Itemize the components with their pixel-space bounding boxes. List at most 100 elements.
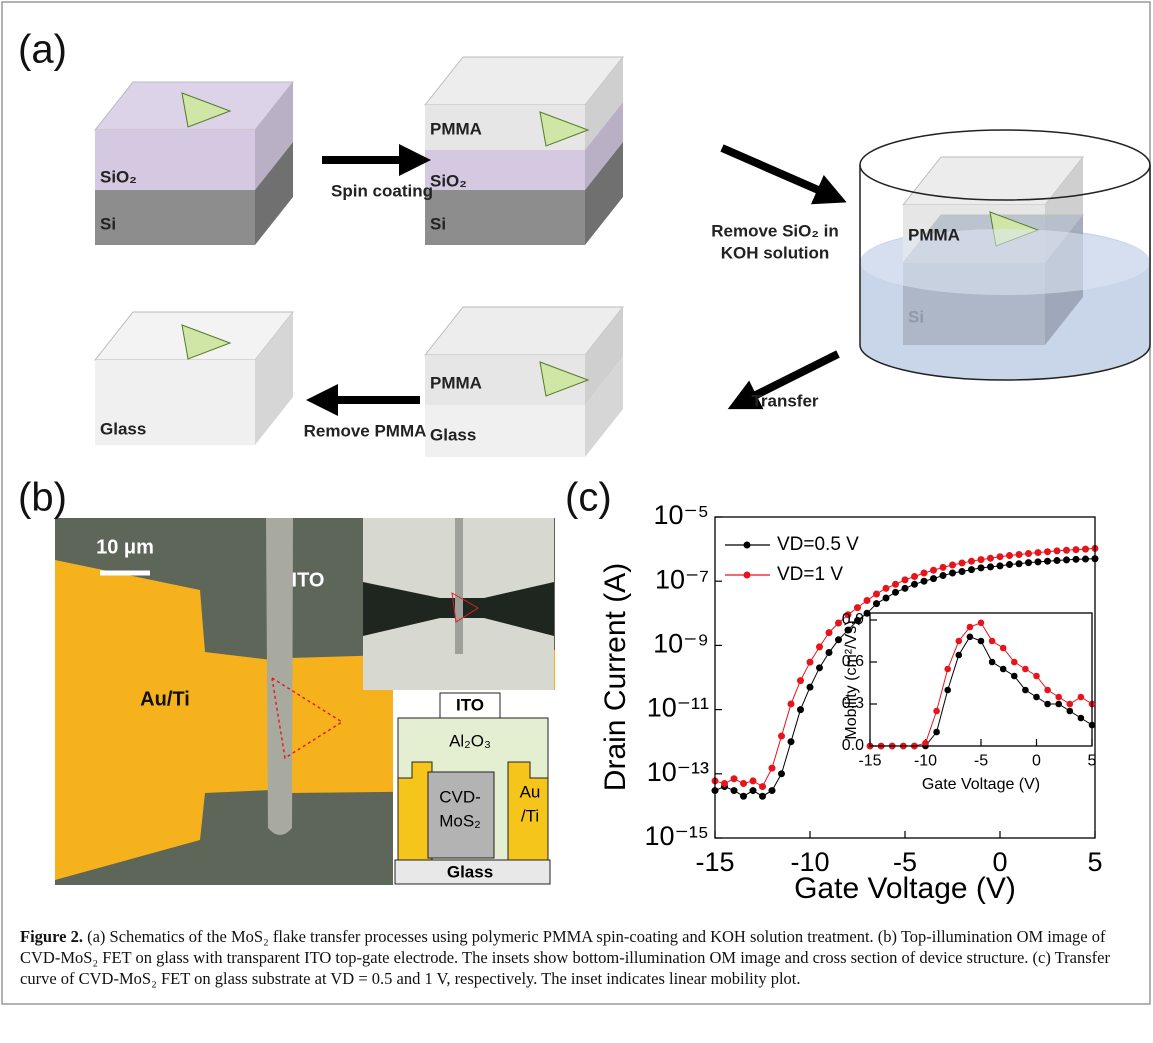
data-point xyxy=(769,765,776,772)
layer-label: Si xyxy=(908,307,924,326)
figure: -15-10-50510⁻¹⁵10⁻¹³10⁻¹¹10⁻⁹10⁻⁷10⁻⁵Gat… xyxy=(0,0,1153,1043)
step-label: Spin coating xyxy=(331,181,433,200)
x-tick-label: 5 xyxy=(1088,752,1097,769)
data-point xyxy=(883,594,890,601)
panel-label: (b) xyxy=(18,476,67,520)
data-point xyxy=(1078,694,1085,701)
data-point xyxy=(1082,546,1089,553)
data-point xyxy=(816,664,823,671)
data-point xyxy=(1006,561,1013,568)
data-point xyxy=(778,733,785,740)
data-point xyxy=(1067,708,1074,715)
panel-label: (a) xyxy=(18,28,67,72)
data-point xyxy=(1022,666,1029,673)
legend-label: VD=0.5 V xyxy=(777,534,859,555)
data-point xyxy=(978,556,985,563)
y-tick-label: 10⁻¹¹ xyxy=(647,693,709,723)
cs-label: CVD- xyxy=(439,787,481,806)
cs-label: /Ti xyxy=(521,806,539,825)
data-point xyxy=(750,777,757,784)
panel-label: (c) xyxy=(565,476,612,520)
data-point xyxy=(797,706,804,713)
data-point xyxy=(989,659,996,666)
data-point xyxy=(864,597,871,604)
data-point xyxy=(1073,556,1080,563)
block xyxy=(425,57,623,245)
data-point xyxy=(902,576,909,583)
data-point xyxy=(1044,548,1051,555)
data-point xyxy=(967,624,974,631)
data-point xyxy=(940,564,947,571)
data-point xyxy=(1000,666,1007,673)
data-point xyxy=(978,638,985,645)
data-point xyxy=(949,561,956,568)
cs-label: Al₂O₃ xyxy=(449,731,491,750)
data-point xyxy=(1022,687,1029,694)
data-point xyxy=(933,708,940,715)
layer-label: PMMA xyxy=(908,225,960,244)
data-point xyxy=(902,585,909,592)
data-point xyxy=(956,638,963,645)
y-axis-label: Mobility (cm²/Vs) xyxy=(843,620,860,739)
cs-label: Au xyxy=(520,782,541,801)
layer-label: Glass xyxy=(100,419,146,438)
data-point xyxy=(892,581,899,588)
data-point xyxy=(873,590,880,597)
data-point xyxy=(807,659,814,666)
data-point xyxy=(740,793,747,800)
data-point xyxy=(778,770,785,777)
data-point xyxy=(1011,673,1018,680)
layer-label: PMMA xyxy=(430,119,482,138)
cs-label: ITO xyxy=(456,695,484,714)
data-point xyxy=(967,634,974,641)
legend-label: VD=1 V xyxy=(777,564,843,585)
y-tick-label: 10⁻¹⁵ xyxy=(645,821,709,851)
data-point xyxy=(987,563,994,570)
data-point xyxy=(1078,715,1085,722)
data-point xyxy=(1035,549,1042,556)
data-point xyxy=(873,600,880,607)
layer-label: Si xyxy=(100,214,116,233)
caption-text: (a) Schematics of the MoS₂ flake transfe… xyxy=(20,927,1110,988)
arrow xyxy=(722,148,832,196)
data-point xyxy=(883,585,890,592)
data-point xyxy=(750,787,757,794)
data-point xyxy=(854,604,861,611)
data-point xyxy=(816,643,823,650)
plot-area xyxy=(870,613,1092,746)
data-point xyxy=(826,629,833,636)
data-point xyxy=(759,793,766,800)
data-point xyxy=(1054,547,1061,554)
data-point xyxy=(1016,551,1023,558)
data-point xyxy=(731,787,738,794)
layer-label: SiO₂ xyxy=(430,171,467,190)
data-point xyxy=(797,677,804,684)
legend-marker xyxy=(744,542,751,549)
data-point xyxy=(807,684,814,691)
x-tick-label: 5 xyxy=(1087,847,1102,877)
data-point xyxy=(769,787,776,794)
data-point xyxy=(1082,556,1089,563)
data-point xyxy=(1033,673,1040,680)
step-label: Remove PMMA xyxy=(304,421,427,440)
data-point xyxy=(933,729,940,736)
data-point xyxy=(835,636,842,643)
data-point xyxy=(1054,557,1061,564)
x-tick-label: -15 xyxy=(695,847,734,877)
data-point xyxy=(978,564,985,571)
x-axis-label: Gate Voltage (V) xyxy=(922,776,1040,793)
data-point xyxy=(987,555,994,562)
data-point xyxy=(788,700,795,707)
data-point xyxy=(1011,659,1018,666)
data-point xyxy=(997,553,1004,560)
data-point xyxy=(721,780,728,787)
data-point xyxy=(1006,552,1013,559)
liquid-surface xyxy=(860,229,1150,295)
data-point xyxy=(944,687,951,694)
layer-label: SiO₂ xyxy=(100,167,137,186)
data-point xyxy=(1063,547,1070,554)
y-tick-label: 10⁻⁹ xyxy=(653,629,709,659)
x-tick-label: -15 xyxy=(858,752,881,769)
data-point xyxy=(944,666,951,673)
